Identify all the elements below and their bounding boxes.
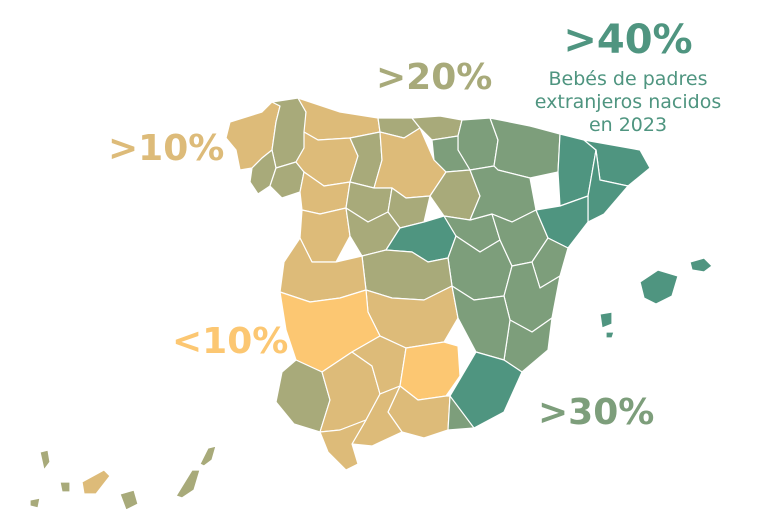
headline-value: >40%: [563, 17, 693, 63]
region-mallorca: [639, 269, 679, 305]
region-gran-canaria: [119, 489, 139, 511]
region-formentera: [605, 331, 615, 339]
region-asturias: [297, 97, 381, 141]
region-la-palma: [39, 449, 51, 471]
headline-subtitle: Bebés de padres extranjeros nacidos en 2…: [534, 68, 722, 136]
region-almeria: [447, 395, 475, 431]
region-la-gomera: [59, 481, 71, 493]
region-ibiza: [599, 311, 613, 329]
label-gt10: >10%: [108, 128, 225, 169]
region-tenerife: [81, 469, 111, 495]
region-fuerteventura: [175, 469, 201, 499]
region-lanzarote: [199, 445, 217, 467]
region-malaga: [351, 385, 403, 447]
region-albacete: [451, 285, 511, 361]
region-jaen: [399, 341, 461, 401]
label-gt30: >30%: [538, 392, 655, 433]
headline-block: >40% Bebés de padres extranjeros nacidos…: [528, 20, 728, 136]
region-cadiz: [319, 419, 367, 471]
region-menorca: [689, 257, 713, 273]
region-el-hierro: [29, 497, 41, 509]
label-lt10: <10%: [172, 321, 289, 362]
label-gt20: >20%: [376, 57, 493, 98]
